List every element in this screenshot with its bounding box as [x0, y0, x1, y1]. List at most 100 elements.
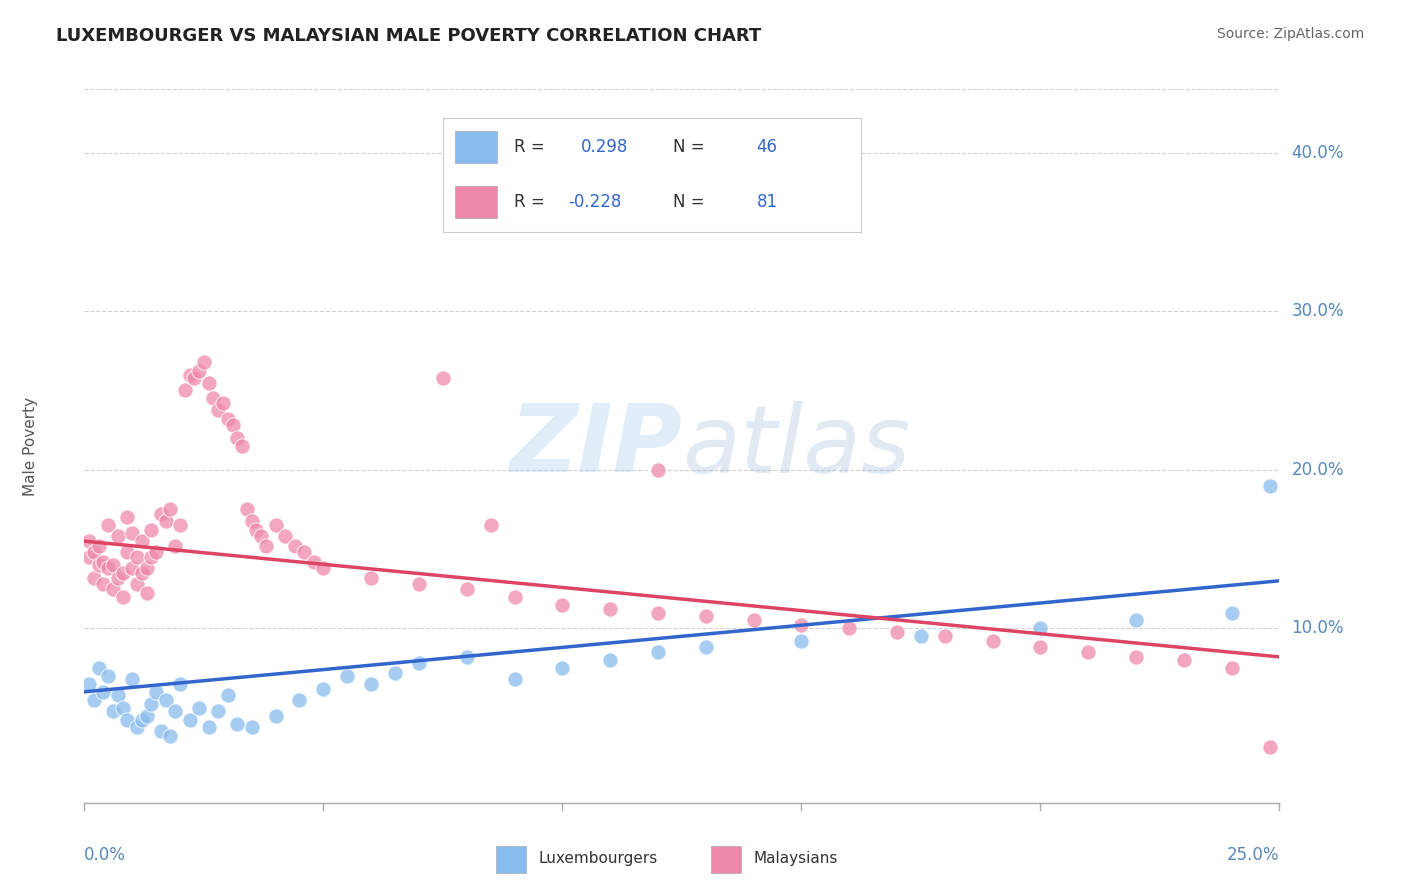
Point: [695, 608, 717, 623]
Point: [179, 368, 201, 382]
Point: [245, 523, 267, 537]
Point: [97, 561, 120, 575]
Point: [173, 384, 195, 398]
Point: [981, 634, 1004, 648]
Point: [1125, 614, 1147, 628]
Point: [1029, 640, 1052, 655]
Point: [83, 692, 105, 706]
FancyBboxPatch shape: [711, 847, 741, 873]
Point: [107, 688, 129, 702]
Point: [226, 716, 249, 731]
Point: [838, 621, 860, 635]
Point: [77, 549, 100, 564]
Point: [197, 376, 219, 390]
Point: [408, 577, 430, 591]
Text: Malaysians: Malaysians: [754, 851, 838, 866]
Point: [125, 549, 148, 564]
Point: [131, 566, 153, 580]
Text: 25.0%: 25.0%: [1227, 846, 1279, 863]
Point: [165, 539, 187, 553]
Point: [312, 681, 335, 696]
Point: [207, 704, 229, 718]
Point: [165, 704, 187, 718]
Point: [121, 526, 143, 541]
Point: [93, 555, 115, 569]
Point: [197, 720, 219, 734]
Point: [87, 539, 110, 553]
Point: [503, 590, 526, 604]
Point: [107, 529, 129, 543]
Point: [131, 714, 153, 728]
Point: [97, 669, 120, 683]
Point: [456, 582, 478, 596]
Point: [111, 590, 134, 604]
Point: [360, 571, 382, 585]
Point: [135, 708, 157, 723]
Point: [111, 566, 134, 580]
Text: Male Poverty: Male Poverty: [22, 396, 38, 496]
Point: [408, 657, 430, 671]
Point: [217, 688, 239, 702]
Point: [149, 724, 172, 739]
Point: [169, 677, 191, 691]
Point: [121, 561, 143, 575]
Point: [125, 577, 148, 591]
Text: 40.0%: 40.0%: [1291, 144, 1344, 161]
Point: [202, 392, 225, 406]
Point: [87, 661, 110, 675]
Point: [384, 665, 406, 680]
Point: [188, 364, 211, 378]
FancyBboxPatch shape: [456, 131, 498, 163]
Point: [360, 677, 382, 691]
Point: [250, 529, 273, 543]
Point: [97, 518, 120, 533]
Point: [1258, 478, 1281, 492]
Point: [141, 523, 163, 537]
Point: [647, 645, 669, 659]
Text: atlas: atlas: [682, 401, 910, 491]
Text: 46: 46: [756, 138, 778, 156]
Text: N =: N =: [673, 194, 710, 211]
Point: [695, 640, 717, 655]
Point: [264, 708, 287, 723]
Point: [910, 629, 932, 643]
Text: Luxembourgers: Luxembourgers: [538, 851, 658, 866]
Point: [886, 624, 908, 639]
Point: [77, 677, 100, 691]
Point: [159, 502, 181, 516]
Text: -0.228: -0.228: [568, 194, 621, 211]
Point: [790, 618, 813, 632]
Point: [121, 672, 143, 686]
Text: 81: 81: [756, 194, 778, 211]
Point: [149, 507, 172, 521]
Point: [93, 577, 115, 591]
Point: [107, 571, 129, 585]
Point: [117, 714, 139, 728]
Point: [131, 534, 153, 549]
Point: [1258, 740, 1281, 755]
Text: N =: N =: [673, 138, 710, 156]
Text: Source: ZipAtlas.com: Source: ZipAtlas.com: [1216, 27, 1364, 41]
Point: [432, 371, 454, 385]
Point: [647, 606, 669, 620]
Point: [1220, 661, 1243, 675]
Point: [159, 729, 181, 743]
Text: 30.0%: 30.0%: [1291, 302, 1344, 320]
Point: [193, 355, 215, 369]
Text: R =: R =: [515, 138, 555, 156]
Point: [145, 685, 167, 699]
Point: [155, 692, 177, 706]
FancyBboxPatch shape: [496, 847, 526, 873]
Text: ZIP: ZIP: [509, 400, 682, 492]
Point: [302, 555, 325, 569]
Point: [135, 586, 157, 600]
Point: [155, 514, 177, 528]
Point: [183, 371, 205, 385]
Text: 10.0%: 10.0%: [1291, 619, 1344, 638]
Point: [169, 518, 191, 533]
Point: [274, 529, 297, 543]
Point: [101, 558, 124, 572]
Point: [1220, 606, 1243, 620]
Point: [101, 704, 124, 718]
Point: [254, 539, 277, 553]
